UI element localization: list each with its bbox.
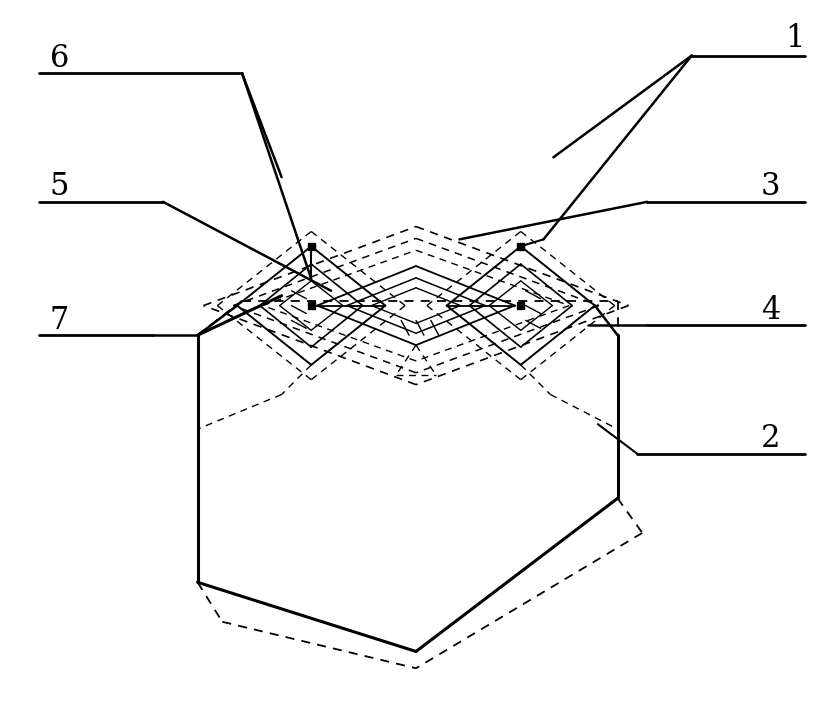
Text: 6: 6: [50, 43, 69, 74]
Text: 2: 2: [761, 423, 780, 454]
Bar: [308, 302, 314, 309]
Text: 4: 4: [761, 295, 780, 326]
Text: 5: 5: [49, 172, 69, 203]
Text: 1: 1: [785, 23, 805, 55]
Bar: [518, 242, 524, 250]
Text: 3: 3: [761, 172, 780, 203]
Bar: [308, 242, 314, 250]
Bar: [518, 302, 524, 309]
Text: 7: 7: [50, 305, 69, 336]
